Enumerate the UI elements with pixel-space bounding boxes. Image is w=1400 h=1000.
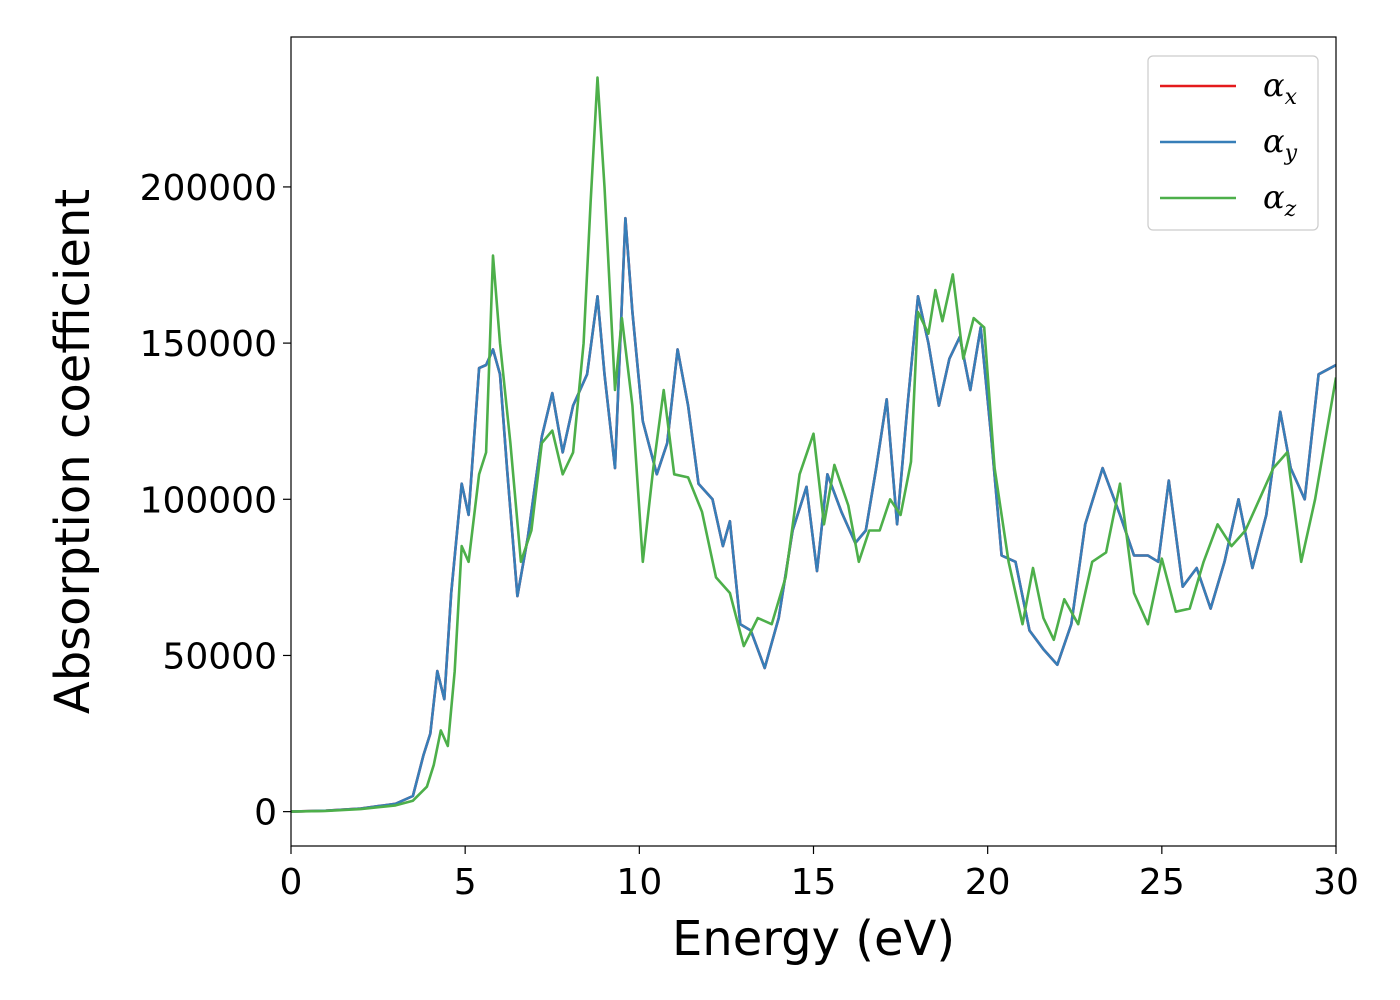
y-tick-label: 100000 (140, 480, 277, 521)
series-line-y (291, 216, 1336, 813)
x-tick-label: 10 (616, 862, 662, 903)
x-tick-label: 5 (454, 862, 477, 903)
y-axis-label: Absorption coefficient (45, 189, 101, 714)
x-tick-label: 15 (791, 862, 837, 903)
x-tick-label: 30 (1313, 862, 1359, 903)
x-axis-label: Energy (eV) (672, 911, 955, 967)
y-axis: 0 50000 100000 150000 200000 (140, 168, 291, 834)
y-tick-label: 50000 (162, 636, 277, 677)
y-tick-label: 150000 (140, 324, 277, 365)
x-tick-label: 0 (280, 862, 303, 903)
y-tick-label: 200000 (140, 168, 277, 209)
series-layer (291, 76, 1336, 813)
x-axis: 0 5 10 15 20 25 30 (280, 846, 1359, 903)
y-tick-label: 0 (254, 793, 277, 834)
series-line-z (291, 76, 1336, 813)
x-tick-label: 20 (965, 862, 1011, 903)
x-tick-label: 25 (1139, 862, 1185, 903)
